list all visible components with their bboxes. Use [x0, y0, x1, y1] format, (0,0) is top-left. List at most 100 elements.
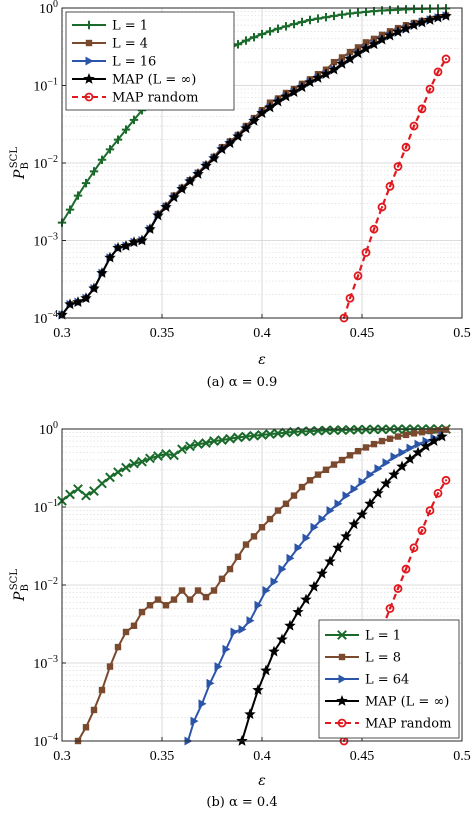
data-point — [302, 533, 311, 543]
data-point — [65, 489, 75, 500]
legend-label: L = 1 — [112, 19, 148, 34]
data-point-dot — [420, 529, 424, 532]
data-point — [368, 38, 380, 50]
x-tick-label: 0.4 — [253, 749, 271, 764]
data-point — [374, 464, 383, 474]
data-point — [308, 580, 320, 592]
data-point — [420, 440, 432, 452]
data-point — [161, 448, 171, 459]
legend-marker — [336, 695, 348, 706]
data-point — [318, 514, 327, 524]
data-point — [417, 526, 427, 535]
data-point — [345, 424, 355, 435]
data-point — [241, 431, 251, 442]
data-point — [178, 587, 186, 594]
data-point — [236, 735, 248, 746]
data-point — [370, 440, 378, 448]
data-point — [366, 470, 375, 480]
data-point — [356, 508, 368, 520]
data-point — [233, 40, 243, 49]
data-point — [354, 447, 362, 455]
data-point — [338, 54, 346, 61]
legend-entry: MAP (L = ∞) — [325, 695, 449, 710]
data-point — [386, 435, 394, 442]
x-tick-label: 0.5 — [453, 326, 471, 341]
data-point — [216, 143, 228, 155]
legend-marker — [85, 56, 94, 66]
data-point-dot — [380, 205, 384, 209]
legend-marker — [85, 39, 93, 47]
data-point — [273, 428, 283, 439]
data-point — [305, 15, 315, 25]
data-point — [417, 104, 427, 114]
data-point — [348, 518, 360, 530]
data-point — [392, 26, 404, 37]
data-point — [169, 450, 179, 461]
data-point — [310, 522, 319, 532]
data-point — [345, 9, 355, 18]
data-point — [342, 491, 351, 501]
data-point — [248, 114, 260, 126]
data-point — [401, 142, 411, 152]
data-point — [290, 492, 298, 499]
data-point — [385, 604, 395, 613]
data-point — [334, 499, 343, 509]
data-point — [378, 437, 386, 445]
legend-label: L = 64 — [365, 673, 409, 688]
data-point — [222, 644, 231, 654]
x-tick-label: 0.3 — [53, 326, 71, 341]
data-point — [270, 577, 279, 587]
data-point — [425, 506, 435, 515]
data-point-dot — [372, 228, 376, 231]
series-4 — [56, 9, 452, 320]
data-point — [433, 67, 443, 77]
data-point — [146, 602, 154, 609]
data-point — [410, 430, 418, 437]
data-point — [281, 22, 291, 31]
data-point-dot — [412, 546, 416, 549]
data-point-dot — [396, 165, 400, 168]
data-point — [256, 107, 268, 118]
legend-marker — [337, 718, 347, 728]
data-point — [240, 122, 252, 134]
legend-label: L = 16 — [112, 55, 156, 70]
data-point — [321, 425, 331, 436]
data-point — [113, 135, 123, 144]
data-point — [314, 471, 322, 478]
legend-marker-dot — [87, 95, 91, 99]
chart-panel-2: 0.3 0.35 0.4 0.45 0.5 10−4 10−3 10−2 10−1 100 ε PBS… — [9, 420, 471, 810]
data-point — [206, 678, 215, 688]
data-point — [120, 239, 132, 251]
data-point — [176, 183, 188, 194]
data-point — [113, 467, 123, 478]
data-point — [276, 633, 288, 645]
y-tick-label: 10−1 — [33, 77, 58, 95]
data-point — [217, 435, 227, 446]
legend-label: MAP (L = ∞) — [112, 73, 196, 88]
data-point — [257, 29, 267, 39]
data-point — [81, 490, 91, 501]
data-point — [258, 524, 266, 531]
data-point — [346, 452, 354, 459]
x-tick-label: 0.35 — [150, 749, 175, 764]
data-point-dot — [404, 146, 408, 149]
data-point — [214, 662, 223, 672]
data-point — [265, 27, 275, 36]
data-point — [388, 468, 400, 480]
data-point — [105, 145, 115, 154]
data-point — [230, 627, 239, 637]
data-point — [433, 488, 443, 498]
data-point — [260, 664, 272, 676]
data-point — [400, 22, 412, 34]
data-point — [376, 33, 388, 45]
figure-caption: (b) α = 0.4 — [206, 795, 277, 810]
x-tick-label: 0.45 — [350, 749, 375, 764]
data-point — [272, 95, 284, 107]
data-point — [105, 472, 115, 483]
legend-entry: L = 1 — [72, 19, 148, 34]
data-point — [304, 76, 316, 88]
data-point — [330, 461, 338, 468]
data-point-dot — [428, 87, 432, 91]
legend-entry: L = 64 — [325, 673, 409, 688]
y-axis-label-text: PBSCL — [9, 569, 31, 602]
